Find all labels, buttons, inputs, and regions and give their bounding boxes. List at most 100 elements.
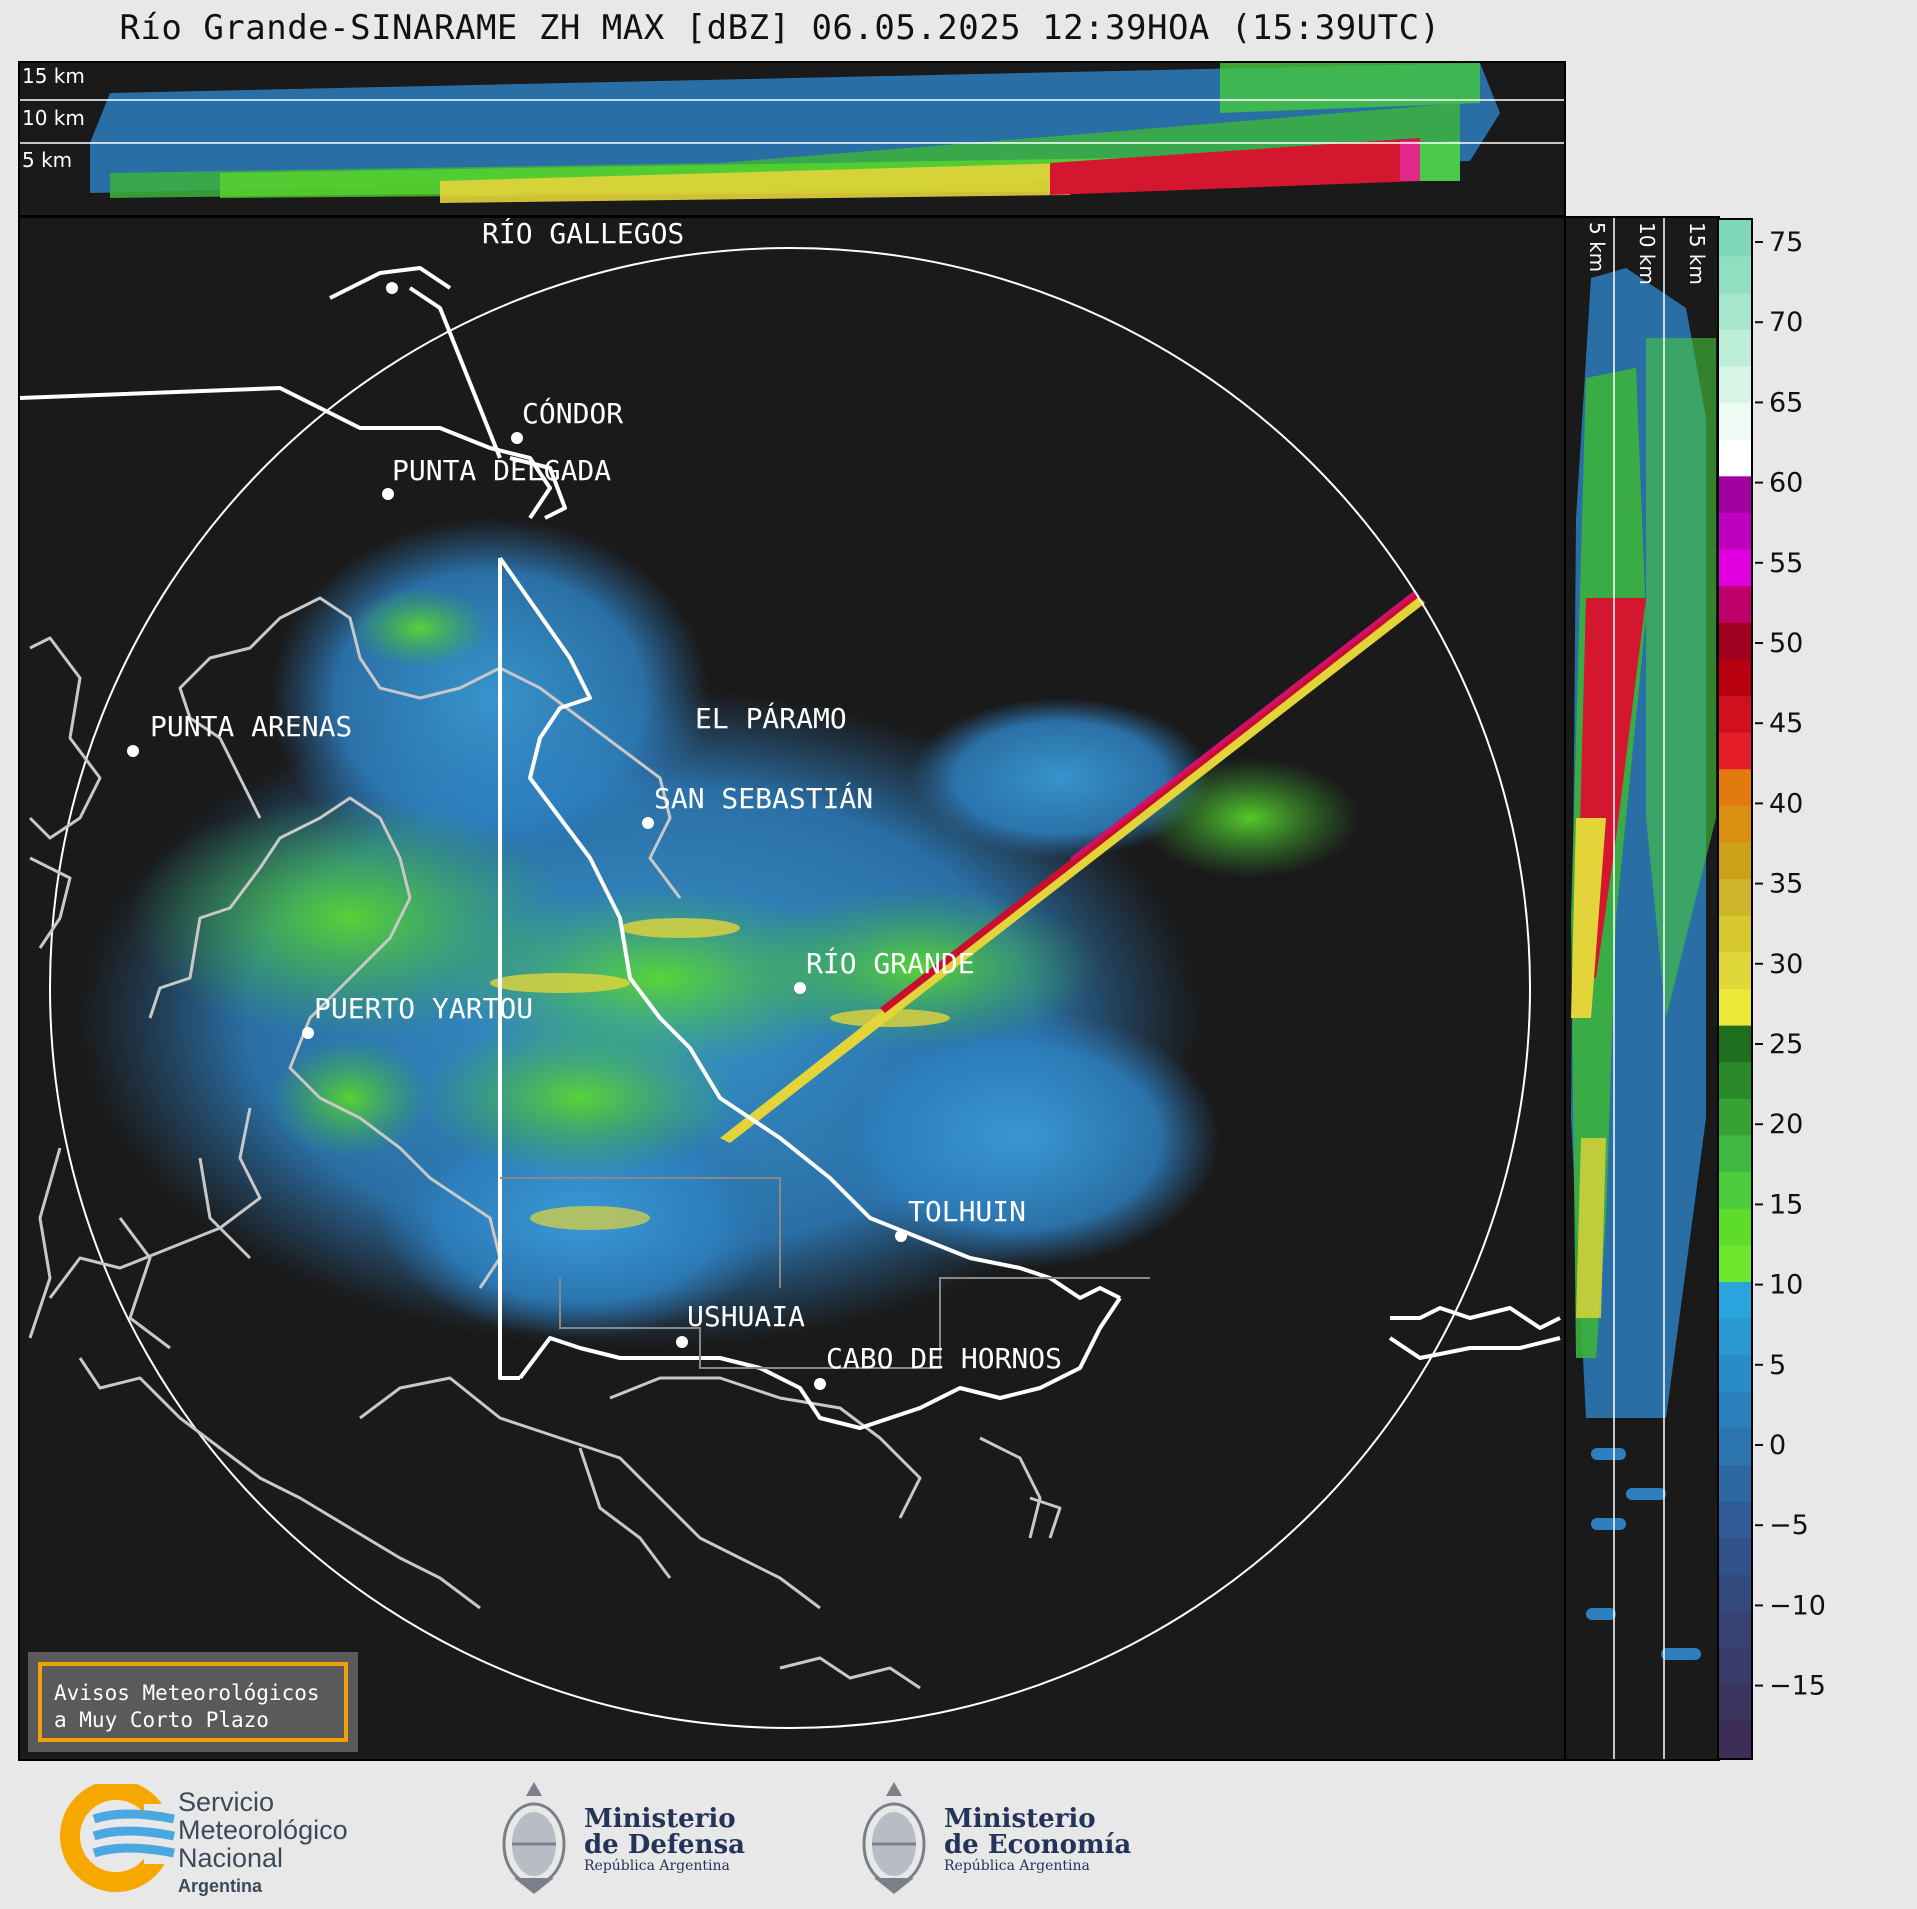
- economia-logo-text: Ministerio de Economía República Argenti…: [944, 1804, 1132, 1874]
- colorbar-step: [1719, 1684, 1751, 1723]
- city-label-el-paramo: EL PÁRAMO: [695, 701, 847, 735]
- city-labels: RÍO GALLEGOS CÓNDOR PUNTA DELGADA EL PÁR…: [150, 218, 1062, 1375]
- colorbar-tick-label: 30: [1769, 949, 1803, 980]
- city-dot-san-sebastian: [642, 817, 654, 829]
- colorbar-step: [1719, 1611, 1751, 1649]
- colorbar-step: [1719, 1574, 1751, 1613]
- colorbar-step: [1719, 1538, 1751, 1576]
- colorbar-step: [1719, 915, 1751, 954]
- colorbar-step: [1719, 439, 1751, 478]
- colorbar-step: [1719, 1025, 1751, 1064]
- city-label-punta-delgada: PUNTA DELGADA: [392, 454, 611, 487]
- colorbar-tick-label: −15: [1769, 1671, 1826, 1702]
- colorbar-step: [1719, 220, 1751, 258]
- colorbar-step: [1719, 1281, 1751, 1320]
- notice-line-1: Avisos Meteorológicos: [54, 1681, 320, 1705]
- colorbar-step: [1719, 1245, 1751, 1283]
- notice-frame: Avisos Meteorológicos a Muy Corto Plazo: [38, 1662, 348, 1742]
- defensa-seal-icon: [502, 1782, 566, 1894]
- radar-range-ring: [49, 247, 1531, 1729]
- top-alt-label-10km: 10 km: [22, 106, 85, 130]
- colorbar-step: [1719, 1391, 1751, 1430]
- city-dot-rio-grande: [794, 982, 806, 994]
- colorbar-step: [1719, 329, 1751, 368]
- colorbar-tick-label: 15: [1769, 1189, 1803, 1220]
- top-cross-section-plot: 15 km 10 km 5 km: [20, 63, 1564, 203]
- colorbar-tick-label: 40: [1769, 788, 1803, 819]
- side-echo-area: [1571, 268, 1716, 1660]
- city-dot-punta-delgada: [382, 488, 394, 500]
- colorbar-gradient: [1719, 220, 1751, 1758]
- borders: [20, 266, 1561, 1430]
- colorbar-step: [1719, 1135, 1751, 1173]
- colorbar-step: [1719, 1172, 1751, 1210]
- colorbar-step: [1719, 879, 1751, 917]
- smn-logo-text: Servicio Meteorológico Nacional Argentin…: [178, 1787, 348, 1896]
- top-echo-area: [90, 63, 1500, 203]
- top-alt-label-15km: 15 km: [22, 64, 85, 88]
- dbz-colorbar: [1717, 218, 1753, 1760]
- city-dot-punta-arenas: [127, 745, 139, 757]
- economia-seal-icon: [862, 1782, 926, 1894]
- coastlines: [28, 596, 1062, 1690]
- side-alt-label-15km: 15 km: [1685, 222, 1709, 285]
- colorbar-tick-label: −5: [1769, 1510, 1809, 1541]
- side-cross-section-panel: 5 km 10 km 15 km: [1564, 216, 1720, 1761]
- colorbar-step: [1719, 989, 1751, 1027]
- colorbar-step: [1719, 256, 1751, 295]
- department-borders: [500, 1177, 1150, 1369]
- colorbar-step: [1719, 586, 1751, 624]
- city-label-punta-arenas: PUNTA ARENAS: [150, 710, 352, 743]
- radar-echoes: [80, 518, 1425, 1348]
- colorbar-step: [1719, 549, 1751, 587]
- colorbar-step: [1719, 1208, 1751, 1247]
- colorbar-step: [1719, 1721, 1751, 1758]
- city-dot-ushuaia: [676, 1336, 688, 1348]
- colorbar-step: [1719, 366, 1751, 404]
- colorbar-step: [1719, 1355, 1751, 1393]
- colorbar-step: [1719, 659, 1751, 697]
- colorbar-step: [1719, 1098, 1751, 1137]
- city-label-ushuaia: USHUAIA: [687, 1300, 805, 1333]
- defensa-logo-text: Ministerio de Defensa República Argentin…: [584, 1804, 745, 1874]
- colorbar-step: [1719, 476, 1751, 514]
- colorbar-tick-label: 55: [1769, 548, 1803, 579]
- colorbar-tick-label: 10: [1769, 1270, 1803, 1301]
- colorbar-tick-label: 45: [1769, 708, 1803, 739]
- colorbar-tick-label: −10: [1769, 1590, 1826, 1621]
- city-label-tolhuin: TOLHUIN: [908, 1195, 1026, 1228]
- city-label-condor: CÓNDOR: [522, 396, 623, 430]
- colorbar-step: [1719, 1465, 1751, 1503]
- notice-box: Avisos Meteorológicos a Muy Corto Plazo: [28, 1652, 358, 1752]
- top-cross-section-panel: 15 km 10 km 5 km: [18, 61, 1566, 217]
- colorbar-step: [1719, 622, 1751, 661]
- colorbar-step: [1719, 805, 1751, 844]
- colorbar-step: [1719, 1428, 1751, 1466]
- colorbar-tick-label: 75: [1769, 227, 1803, 258]
- side-alt-label-10km: 10 km: [1635, 222, 1659, 285]
- colorbar-tick-label: 5: [1769, 1350, 1786, 1381]
- colorbar-step: [1719, 732, 1751, 771]
- city-label-san-sebastian: SAN SEBASTIÁN: [654, 781, 873, 815]
- side-alt-label-5km: 5 km: [1585, 222, 1609, 272]
- city-dot-puerto-yartou: [302, 1027, 314, 1039]
- colorbar-tick-label: 60: [1769, 468, 1803, 499]
- city-dot-tolhuin: [895, 1230, 907, 1242]
- map-title: Río Grande-SINARAME ZH MAX [dBZ] 06.05.2…: [119, 8, 1441, 48]
- colorbar-step: [1719, 512, 1751, 551]
- smn-logo-icon: [60, 1784, 184, 1892]
- colorbar-step: [1719, 952, 1751, 990]
- colorbar-step: [1719, 696, 1751, 734]
- main-radar-map[interactable]: RÍO GALLEGOS CÓNDOR PUNTA DELGADA EL PÁR…: [18, 216, 1566, 1761]
- radar-map-svg: RÍO GALLEGOS CÓNDOR PUNTA DELGADA EL PÁR…: [20, 218, 1561, 1729]
- colorbar-step: [1719, 1062, 1751, 1100]
- footer-logos: Servicio Meteorológico Nacional Argentin…: [0, 1770, 1917, 1909]
- city-dot-rio-gallegos: [386, 282, 398, 294]
- side-cross-section-plot: 5 km 10 km 15 km: [1571, 218, 1716, 1759]
- colorbar-tick-label: 65: [1769, 387, 1803, 418]
- city-label-rio-gallegos: RÍO GALLEGOS: [482, 218, 684, 250]
- colorbar-step: [1719, 769, 1751, 807]
- colorbar-step: [1719, 1318, 1751, 1356]
- colorbar-step: [1719, 1501, 1751, 1540]
